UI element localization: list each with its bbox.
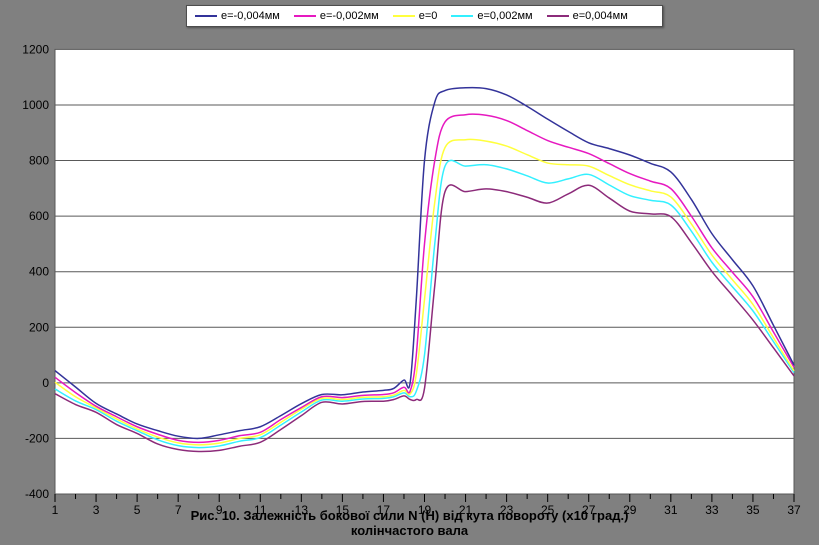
svg-text:800: 800 [29,154,49,168]
svg-text:600: 600 [29,209,49,223]
svg-text:-200: -200 [25,431,49,445]
svg-text:200: 200 [29,320,49,334]
svg-text:1000: 1000 [22,98,49,112]
svg-text:1200: 1200 [22,42,49,56]
svg-text:400: 400 [29,265,49,279]
svg-text:-400: -400 [25,487,49,501]
svg-text:0: 0 [42,376,49,390]
